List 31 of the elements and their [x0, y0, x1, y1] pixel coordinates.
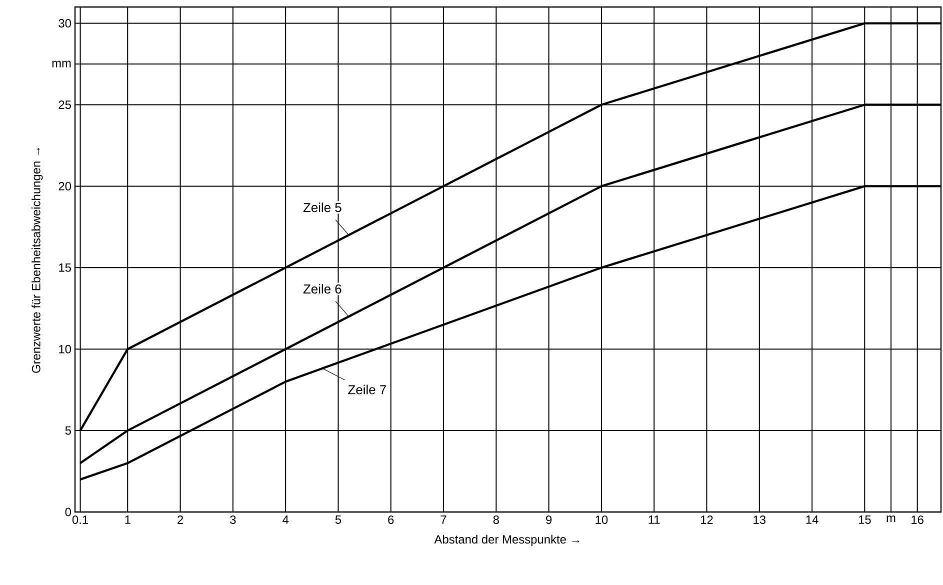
y-tick-label: 15 — [59, 263, 71, 272]
y-tick-label: 5 — [65, 426, 71, 435]
x-tick-label: 3 — [230, 516, 236, 524]
x-axis-title: Abstand der Messpunkte → — [434, 534, 580, 546]
x-tick-label: 15 — [858, 516, 871, 524]
y-axis-title: Grenzwerte für Ebenheitsabweichungen → — [32, 148, 43, 373]
x-tick-label: 9 — [546, 516, 552, 524]
x-tick-label: 5 — [335, 516, 342, 524]
series-label: Zeile 7 — [348, 384, 386, 394]
x-tick-label: 16 — [912, 516, 924, 524]
x-tick-label: 11 — [648, 516, 660, 524]
x-tick-label: 13 — [754, 516, 766, 524]
x-tick-label: 2 — [178, 516, 184, 524]
x-tick-label: 1 — [125, 516, 130, 524]
series-label: Zeile 6 — [303, 284, 342, 294]
x-tick-label: 4 — [282, 516, 289, 524]
x-tick-label: 10 — [596, 516, 608, 524]
x-tick-label: 8 — [493, 516, 499, 524]
y-tick-label: 20 — [58, 182, 72, 190]
x-tick-label: 0.1 — [72, 516, 88, 524]
x-tick-label: 7 — [440, 516, 446, 524]
y-tick-label: 30 — [58, 19, 72, 28]
x-tick-label: m — [886, 516, 896, 522]
y-tick-label: 10 — [59, 344, 72, 354]
y-tick-label: mm — [52, 60, 71, 68]
x-tick-label: 14 — [806, 516, 818, 524]
y-tick-label: 0 — [65, 508, 72, 516]
x-tick-label: 6 — [388, 516, 394, 524]
y-tick-label: 25 — [58, 100, 71, 109]
x-tick-label: 12 — [700, 516, 713, 524]
series-label: Zeile 5 — [303, 202, 342, 212]
